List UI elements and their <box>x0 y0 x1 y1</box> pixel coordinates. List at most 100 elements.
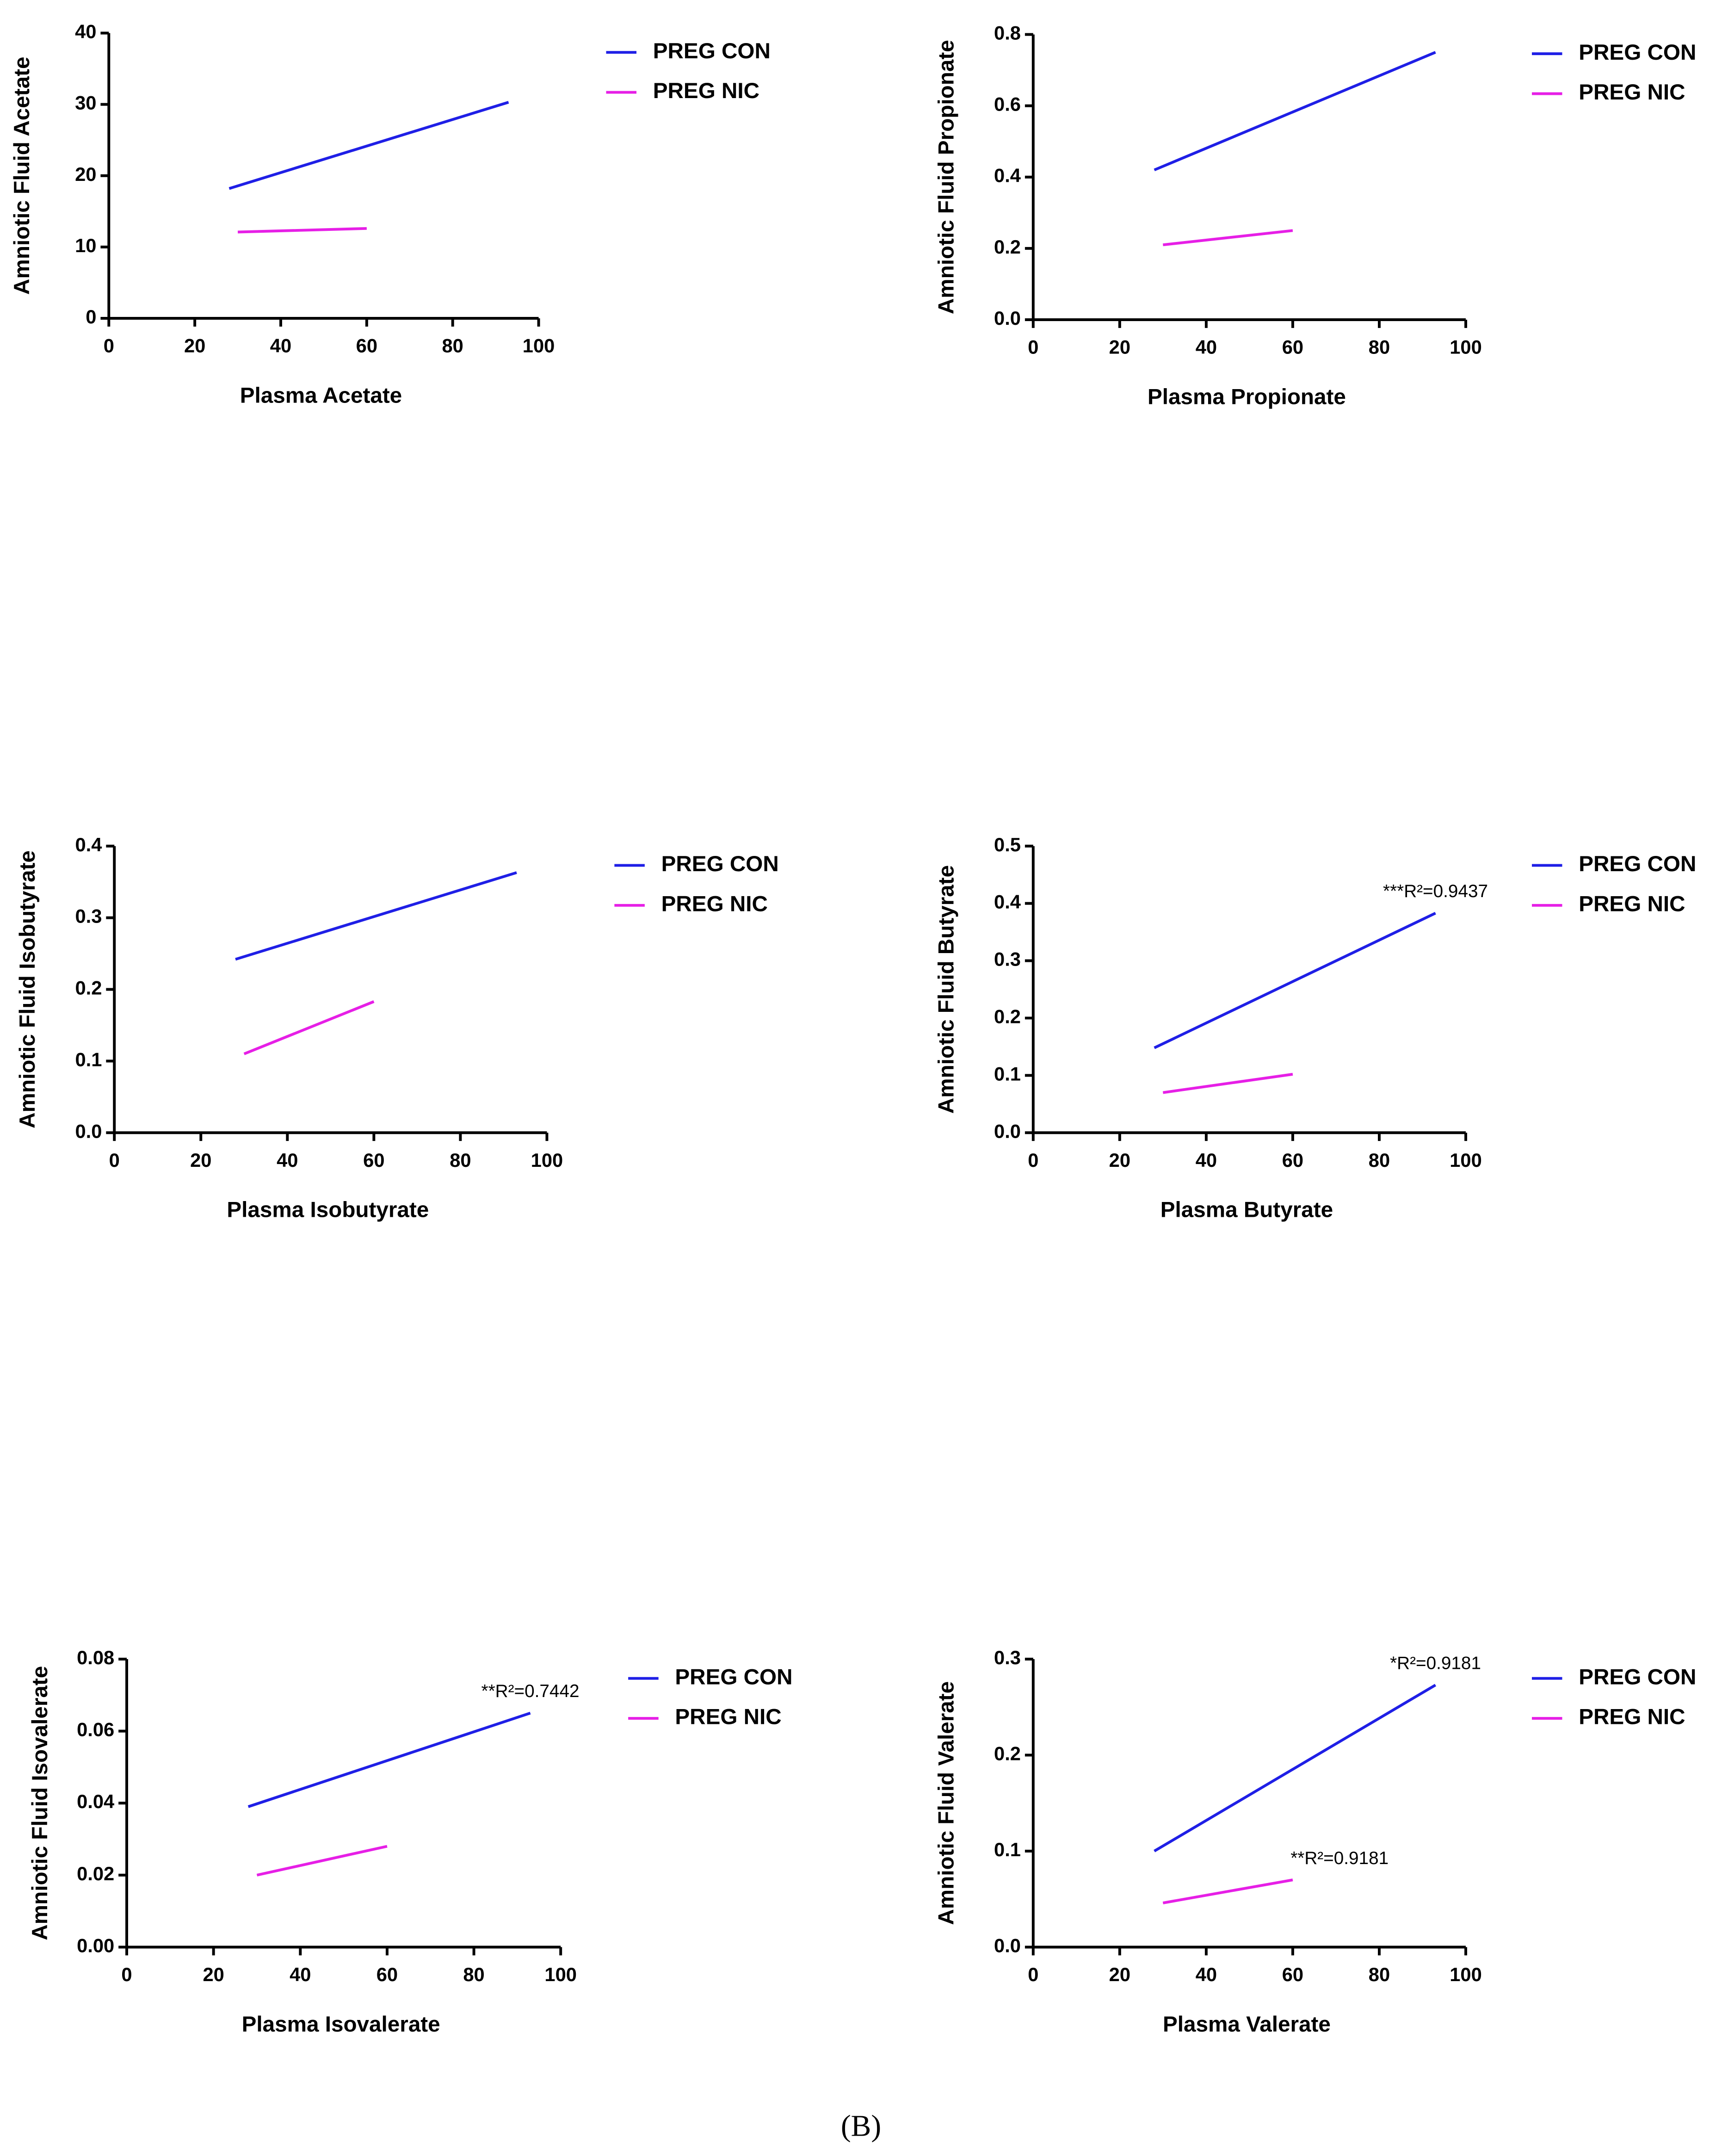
chart-panel: 0.0 0.1 0.2 0.3 0 20 40 60 80 100 Plasma Valerate A… <box>934 1647 1697 2037</box>
legend-label: PREG NIC <box>1579 1705 1685 1729</box>
y-tick-label: 0.6 <box>994 93 1021 115</box>
y-axis-title: Amniotic Fluid Isovalerate <box>28 1666 52 1940</box>
x-tick-label: 80 <box>1369 1149 1390 1171</box>
x-tick-label: 60 <box>1282 1149 1303 1171</box>
y-tick-label: 0.3 <box>994 948 1021 970</box>
x-tick-label: 60 <box>1282 336 1303 358</box>
x-tick-label: 20 <box>184 335 205 357</box>
series-line <box>1163 229 1293 247</box>
x-axis-title: Plasma Isovalerate <box>242 2012 440 2037</box>
x-axis-title: Plasma Butyrate <box>1160 1198 1333 1222</box>
x-tick-label: 0 <box>1028 1149 1038 1171</box>
legend-label: PREG NIC <box>1579 80 1685 105</box>
y-tick-label: 30 <box>75 92 96 114</box>
y-tick-label: 0.02 <box>77 1863 114 1884</box>
y-tick-label: 0.0 <box>994 307 1021 329</box>
x-tick-label: 20 <box>1109 336 1130 358</box>
annotation: **R²=0.9181 <box>1290 1848 1389 1868</box>
y-tick-label: 0.1 <box>994 1063 1021 1084</box>
legend-label: PREG NIC <box>661 892 768 916</box>
x-axis-title: Plasma Propionate <box>1148 384 1346 409</box>
x-tick-label: 20 <box>190 1149 211 1171</box>
annotation: **R²=0.7442 <box>481 1681 580 1701</box>
legend-label: PREG CON <box>675 1665 792 1689</box>
x-tick-label: 40 <box>1196 1964 1217 1985</box>
x-tick-label: 40 <box>1196 1149 1217 1171</box>
x-tick-label: 40 <box>1196 336 1217 358</box>
x-tick-label: 40 <box>277 1149 298 1171</box>
y-tick-label: 0.0 <box>75 1120 102 1142</box>
y-tick-label: 0.2 <box>75 977 102 999</box>
x-tick-label: 100 <box>544 1964 577 1985</box>
chart-panel: 0.0 0.1 0.2 0.3 0.4 0.5 0 20 40 60 80 100 Plasma But… <box>934 834 1697 1222</box>
x-tick-label: 100 <box>531 1149 563 1171</box>
y-tick-label: 0.00 <box>77 1934 114 1956</box>
legend-label: PREG CON <box>1579 852 1696 876</box>
series-line <box>228 101 509 190</box>
y-tick-label: 0.4 <box>994 891 1021 913</box>
x-tick-label: 40 <box>270 335 291 357</box>
y-axis-title: Amniotic Fluid Propionate <box>934 40 959 314</box>
legend-label: PREG CON <box>661 852 779 876</box>
x-tick-label: 100 <box>1450 1149 1482 1171</box>
y-tick-label: 0.4 <box>994 165 1021 186</box>
series-line <box>235 871 517 961</box>
y-tick-label: 0.2 <box>994 1005 1021 1027</box>
x-axis-title: Plasma Valerate <box>1163 2012 1331 2037</box>
legend-label: PREG CON <box>653 39 771 63</box>
y-axis-title: Amniotic Fluid Valerate <box>934 1681 959 1925</box>
series-line <box>256 1845 388 1877</box>
chart-panel: 0.0 0.1 0.2 0.3 0.4 0 20 40 60 80 100 Plasma Isobut… <box>15 834 779 1222</box>
y-tick-label: 40 <box>75 20 96 42</box>
legend-label: PREG NIC <box>675 1705 781 1729</box>
series-line <box>247 1711 531 1808</box>
x-tick-label: 0 <box>121 1964 132 1985</box>
y-tick-label: 0.8 <box>994 22 1021 43</box>
x-tick-label: 40 <box>290 1964 311 1985</box>
x-tick-label: 100 <box>1450 336 1482 358</box>
legend-label: PREG NIC <box>1579 892 1685 916</box>
x-tick-label: 80 <box>463 1964 484 1985</box>
y-tick-label: 0.3 <box>75 905 102 927</box>
y-tick-label: 0.3 <box>994 1647 1021 1668</box>
y-tick-label: 0.5 <box>994 834 1021 855</box>
x-tick-label: 100 <box>1450 1964 1482 1985</box>
series-line <box>1154 1684 1437 1852</box>
chart-panel: 0.00 0.02 0.04 0.06 0.08 0 20 40 60 80 100 Plasma I… <box>28 1647 793 2037</box>
chart-panel: 0 10 20 30 40 0 20 40 60 80 100 Plasma Acetate Amnio… <box>10 20 771 408</box>
series-line <box>1154 51 1436 172</box>
x-tick-label: 80 <box>1369 336 1390 358</box>
x-tick-label: 0 <box>1028 1964 1038 1985</box>
y-tick-label: 10 <box>75 235 96 256</box>
x-tick-label: 100 <box>523 335 555 357</box>
legend-label: PREG CON <box>1579 40 1696 65</box>
y-tick-label: 0.06 <box>77 1719 114 1741</box>
x-tick-label: 20 <box>1109 1964 1130 1985</box>
y-tick-label: 0.4 <box>75 834 102 855</box>
y-axis-title: Amniotic Fluid Isobutyrate <box>15 850 40 1128</box>
x-tick-label: 80 <box>450 1149 471 1171</box>
y-tick-label: 0.1 <box>75 1048 102 1070</box>
series-line <box>1162 1072 1293 1094</box>
y-axis-title: Amniotic Fluid Butyrate <box>934 865 959 1114</box>
x-tick-label: 60 <box>356 335 377 357</box>
y-tick-label: 0.08 <box>77 1647 114 1668</box>
caption: (B) <box>841 2110 881 2143</box>
x-tick-label: 20 <box>203 1964 224 1985</box>
chart-panel: 0.0 0.2 0.4 0.6 0.8 0 20 40 60 80 100 Plasma Propio… <box>934 22 1697 409</box>
x-axis-title: Plasma Acetate <box>240 383 402 408</box>
legend-label: PREG NIC <box>653 79 759 103</box>
series-line <box>237 227 367 234</box>
annotation: ***R²=0.9437 <box>1383 881 1488 901</box>
x-tick-label: 80 <box>1369 1964 1390 1985</box>
x-tick-label: 80 <box>442 335 463 357</box>
x-tick-label: 60 <box>1282 1964 1303 1985</box>
y-tick-label: 0.04 <box>77 1790 114 1812</box>
y-tick-label: 0.0 <box>994 1934 1021 1956</box>
x-tick-label: 0 <box>1028 336 1038 358</box>
x-axis-title: Plasma Isobutyrate <box>227 1198 429 1222</box>
x-tick-label: 60 <box>376 1964 398 1985</box>
y-tick-label: 0.1 <box>994 1839 1021 1860</box>
y-axis-title: Amniotic Fluid Acetate <box>10 57 34 295</box>
